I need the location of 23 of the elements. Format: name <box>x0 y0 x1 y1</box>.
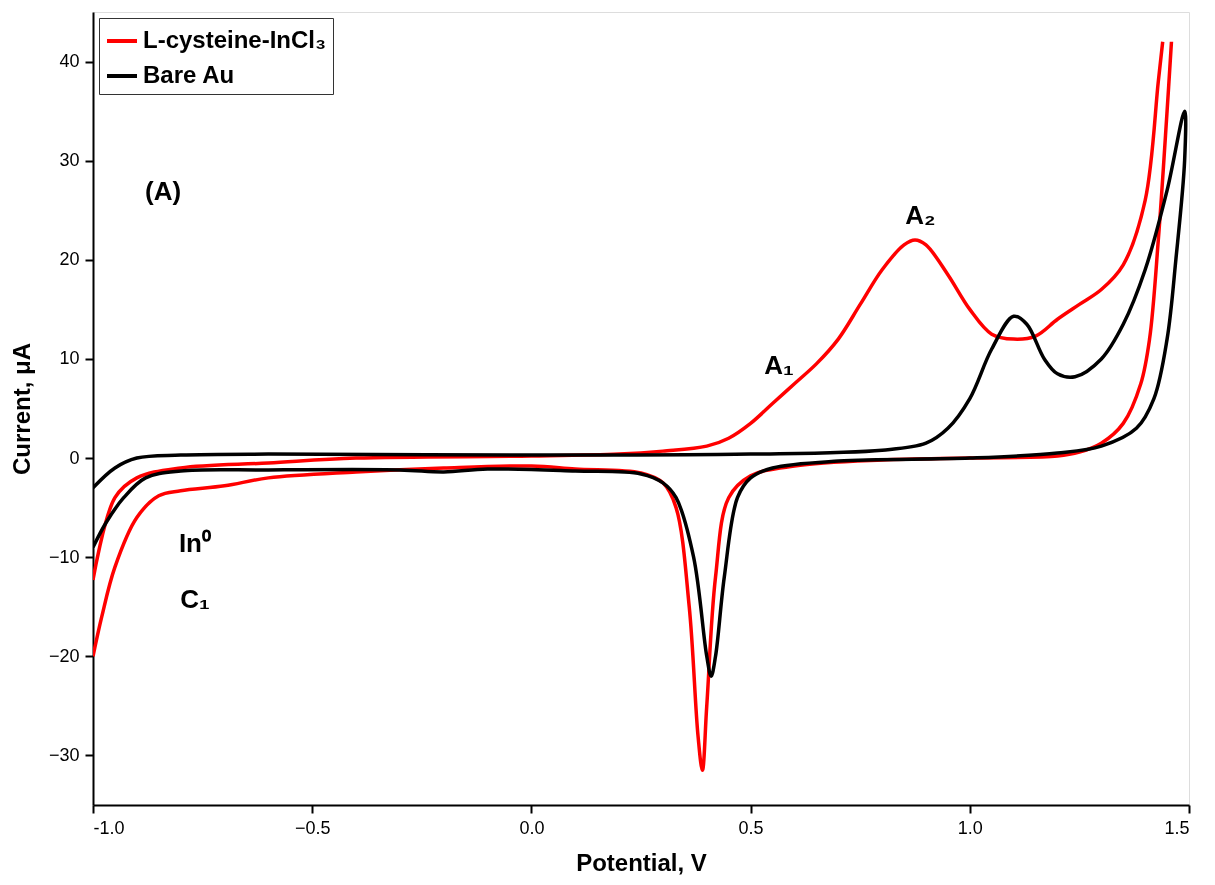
y-tick-label: −10 <box>48 546 80 567</box>
legend-label: Bare Au <box>143 61 235 88</box>
y-tick-label: −30 <box>48 744 80 765</box>
x-tick-label: 0.0 <box>519 817 545 838</box>
x-tick-label: 0.5 <box>738 817 764 838</box>
annotation: In⁰ <box>178 528 212 559</box>
annotation: (A) <box>145 176 182 207</box>
x-tick-label: 1.0 <box>957 817 983 838</box>
y-axis-title: Current, μA <box>7 342 35 476</box>
x-tick-label: −0.5 <box>294 817 331 838</box>
annotation: A₁ <box>764 349 794 380</box>
x-tick-label: 1.5 <box>1164 817 1190 838</box>
y-tick-label: 10 <box>59 348 80 369</box>
x-axis-title: Potential, V <box>576 848 707 876</box>
annotation: C₁ <box>180 584 210 615</box>
y-tick-label: −20 <box>48 645 80 666</box>
y-tick-label: 40 <box>59 51 80 72</box>
y-tick-label: 0 <box>69 447 80 468</box>
y-tick-label: 20 <box>59 249 80 270</box>
x-tick-label: -1.0 <box>93 817 125 838</box>
y-tick-label: 30 <box>59 150 80 171</box>
legend-label: L-cysteine-InCl₃ <box>143 26 327 53</box>
annotation: A₂ <box>905 199 936 230</box>
